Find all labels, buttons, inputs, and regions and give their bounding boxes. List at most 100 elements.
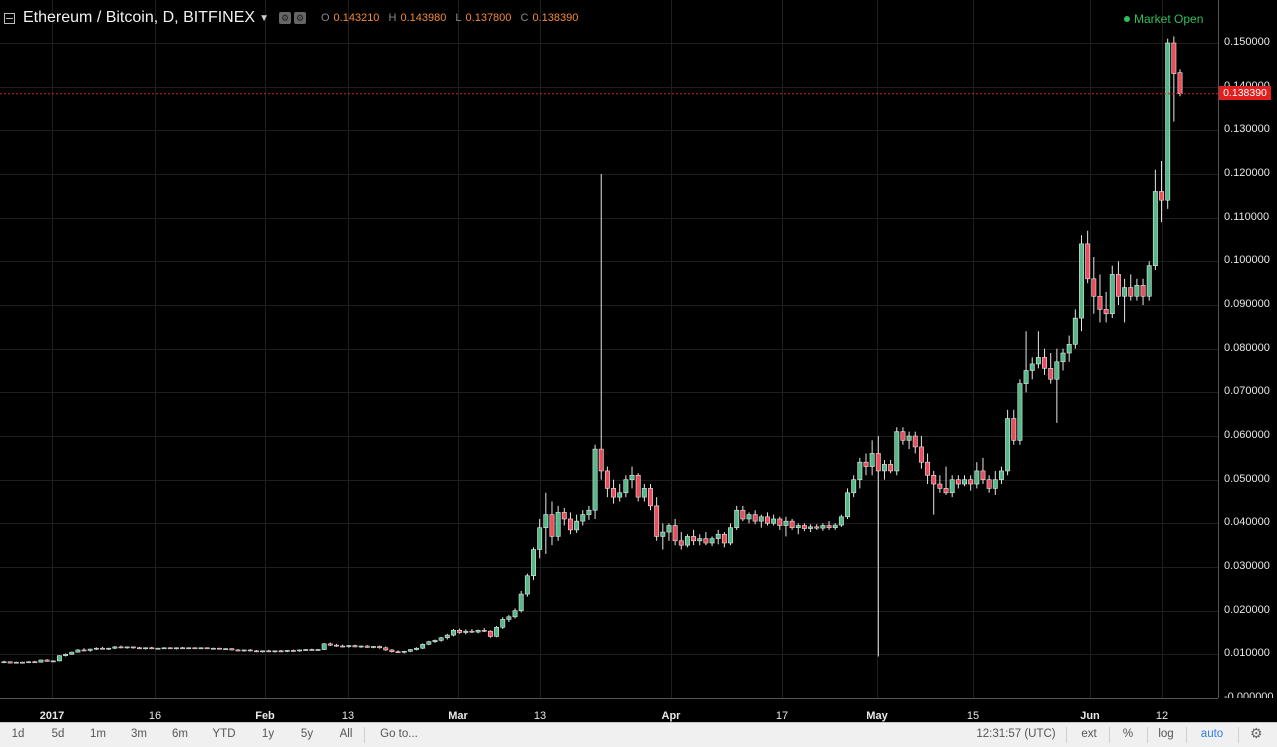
candle: [1054, 348, 1060, 423]
candle-body-down: [672, 525, 678, 542]
candle-body-up: [321, 643, 327, 650]
gear-icon[interactable]: ⚙: [293, 12, 306, 24]
candle: [955, 475, 961, 489]
candle-body-down: [1091, 278, 1097, 297]
candle: [432, 639, 438, 643]
toolbar-divider: [1147, 727, 1148, 743]
candle: [340, 644, 346, 648]
candle: [678, 532, 684, 550]
candle-body-down: [167, 647, 173, 650]
candle-body-up: [771, 518, 777, 524]
goto-button[interactable]: Go to...: [380, 728, 418, 740]
candle-body-up: [475, 630, 481, 633]
candle-body-down: [863, 461, 869, 467]
ohlc-open-label: O: [320, 12, 330, 24]
candle-body-up: [26, 661, 32, 664]
candle-body-up: [832, 524, 838, 529]
clock-label[interactable]: 12:31:57 (UTC): [976, 728, 1056, 740]
candle: [629, 466, 635, 489]
candle: [555, 505, 561, 541]
candle-body-up: [75, 649, 81, 653]
candle: [1042, 348, 1047, 375]
candle-body-up: [537, 527, 543, 550]
toolbar-divider: [1186, 727, 1187, 743]
auto-toggle[interactable]: auto: [1200, 728, 1224, 740]
price-axis[interactable]: [1218, 0, 1277, 704]
candle: [752, 510, 758, 525]
time-tick-label: 16: [148, 710, 162, 722]
candle: [192, 647, 198, 650]
candle-body-up: [420, 643, 426, 649]
price-tick-label: 0.120000: [1224, 167, 1270, 179]
candle-body-down: [1103, 309, 1109, 315]
ohlc-high-value: 0.143980: [400, 12, 447, 24]
candle: [611, 479, 617, 504]
candle: [389, 649, 395, 653]
candle: [801, 523, 807, 532]
candle-body-up: [666, 525, 672, 533]
candle-body-down: [1085, 243, 1091, 280]
candlestick-chart[interactable]: [0, 0, 1218, 698]
ext-toggle[interactable]: ext: [1081, 728, 1097, 740]
candle: [857, 457, 863, 489]
range-ytd-button[interactable]: YTD: [212, 728, 236, 740]
candle: [635, 473, 641, 502]
time-axis[interactable]: [0, 698, 1218, 723]
candle: [487, 630, 493, 638]
candle-body-down: [469, 630, 475, 633]
candle: [660, 523, 666, 550]
range-5y-button[interactable]: 5y: [300, 728, 314, 740]
symbol-title[interactable]: Ethereum / Bitcoin, D, BITFINEX: [23, 9, 256, 26]
candle: [1177, 69, 1183, 97]
candle: [420, 643, 426, 650]
candle-body-down: [130, 646, 136, 649]
range-1d-button[interactable]: 1d: [11, 728, 25, 740]
candle-body-down: [1011, 418, 1017, 441]
candle: [1146, 261, 1152, 301]
candle-body-up: [623, 479, 629, 494]
candle-body-up: [186, 647, 192, 650]
candle-body-down: [180, 647, 186, 650]
candle: [444, 633, 450, 640]
candle: [143, 647, 149, 650]
candle-body-down: [1140, 285, 1146, 297]
range-6m-button[interactable]: 6m: [172, 728, 188, 740]
range-1y-button[interactable]: 1y: [261, 728, 275, 740]
ohlc-close-value: 0.138390: [532, 12, 579, 24]
candle: [537, 518, 543, 559]
percent-toggle[interactable]: %: [1122, 728, 1134, 740]
candle: [1115, 261, 1121, 305]
candle: [186, 647, 192, 650]
candle: [161, 647, 167, 650]
chart-settings-gear-icon[interactable]: ⚙: [1250, 725, 1263, 741]
candle-body-up: [284, 650, 290, 652]
candle-body-up: [155, 647, 161, 650]
chart-pane[interactable]: [0, 0, 1218, 698]
collapse-icon[interactable]: [4, 12, 15, 24]
ohlc-open-value: 0.143210: [333, 12, 380, 24]
range-3m-button[interactable]: 3m: [131, 728, 147, 740]
range-all-button[interactable]: All: [339, 728, 353, 740]
candle-body-up: [223, 648, 229, 650]
candle: [1109, 265, 1115, 319]
candle: [1159, 160, 1164, 223]
range-5d-button[interactable]: 5d: [51, 728, 65, 740]
candle-body-up: [13, 661, 19, 664]
candle: [1005, 409, 1011, 476]
candle-body-up: [660, 531, 666, 537]
candle: [334, 643, 339, 647]
price-tick-label: 0.090000: [1224, 298, 1270, 310]
candle-body-up: [1109, 274, 1115, 315]
candle-body-down: [1177, 72, 1183, 94]
candle-body-up: [838, 516, 844, 526]
chevron-down-icon[interactable]: ▼: [259, 12, 269, 24]
log-toggle[interactable]: log: [1158, 728, 1174, 740]
settings-icon[interactable]: ⚙: [278, 12, 291, 24]
candle: [900, 427, 906, 445]
time-tick-label: Feb: [255, 710, 275, 722]
candle: [284, 649, 290, 653]
candle: [524, 573, 530, 597]
candle: [765, 512, 770, 526]
range-1m-button[interactable]: 1m: [90, 728, 106, 740]
status-dot-icon: [1124, 16, 1130, 22]
